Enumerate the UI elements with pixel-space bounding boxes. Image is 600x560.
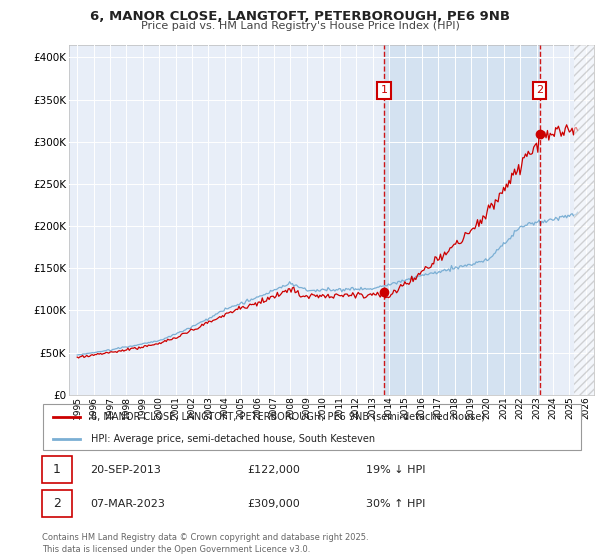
Text: £309,000: £309,000 [247,499,300,509]
Text: 1: 1 [53,463,61,476]
Text: HPI: Average price, semi-detached house, South Kesteven: HPI: Average price, semi-detached house,… [91,434,375,444]
Text: 6, MANOR CLOSE, LANGTOFT, PETERBOROUGH, PE6 9NB: 6, MANOR CLOSE, LANGTOFT, PETERBOROUGH, … [90,10,510,23]
Text: Contains HM Land Registry data © Crown copyright and database right 2025.
This d: Contains HM Land Registry data © Crown c… [42,533,368,554]
Text: Price paid vs. HM Land Registry's House Price Index (HPI): Price paid vs. HM Land Registry's House … [140,21,460,31]
Text: 2: 2 [53,497,61,510]
Text: 19% ↓ HPI: 19% ↓ HPI [366,465,425,475]
Text: 6, MANOR CLOSE, LANGTOFT, PETERBOROUGH, PE6 9NB (semi-detached house): 6, MANOR CLOSE, LANGTOFT, PETERBOROUGH, … [91,412,485,422]
FancyBboxPatch shape [42,491,72,517]
Text: 30% ↑ HPI: 30% ↑ HPI [366,499,425,509]
Text: 20-SEP-2013: 20-SEP-2013 [91,465,161,475]
FancyBboxPatch shape [42,456,72,483]
Text: 1: 1 [381,85,388,95]
Bar [385,45,539,395]
Bar [574,45,594,395]
Text: £122,000: £122,000 [247,465,300,475]
Text: 07-MAR-2023: 07-MAR-2023 [91,499,166,509]
Text: 2: 2 [536,85,543,95]
